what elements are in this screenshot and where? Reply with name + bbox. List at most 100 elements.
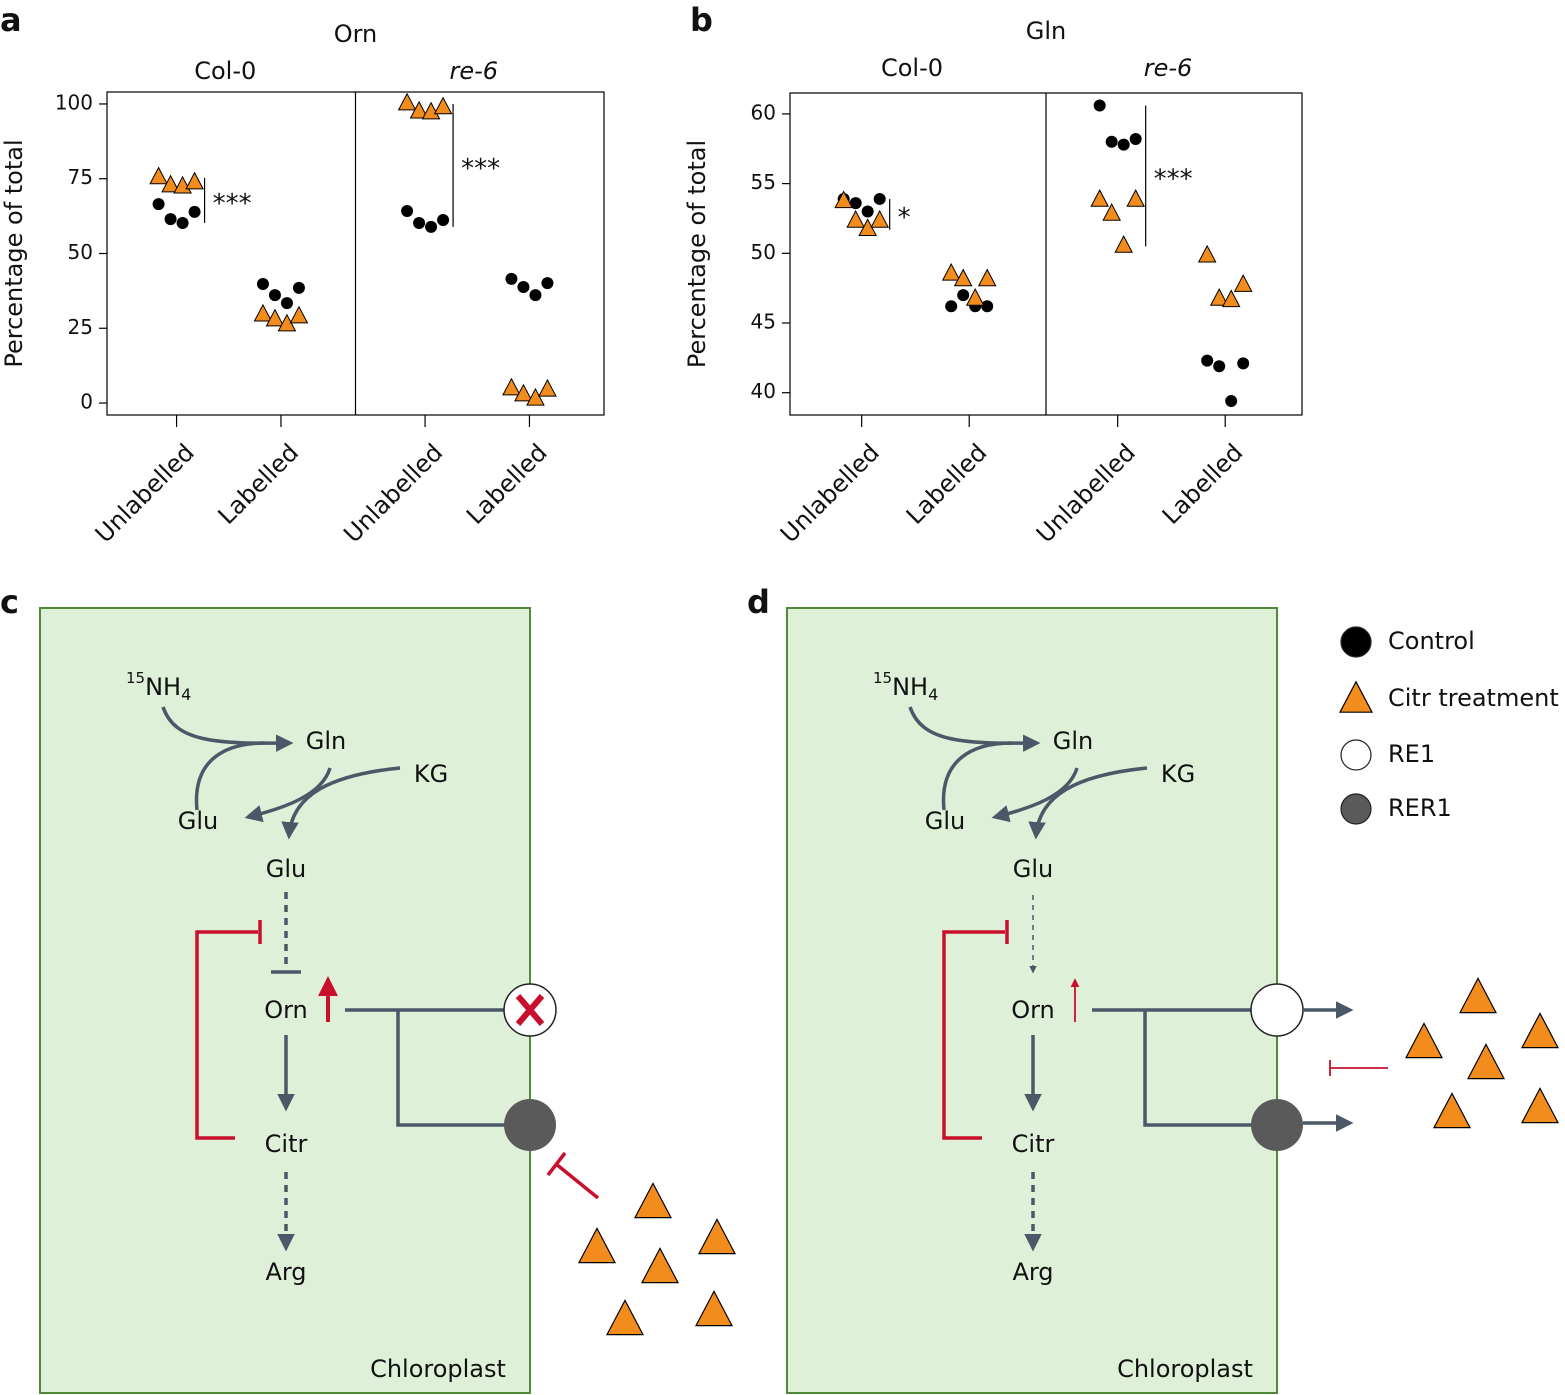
data-point — [981, 300, 994, 313]
citrulline-icon — [1459, 977, 1497, 1014]
data-point — [870, 209, 890, 228]
y-axis-label: Percentage of total — [0, 139, 28, 367]
y-axis-label: Percentage of total — [683, 140, 711, 368]
metabolite: Glu — [178, 807, 218, 835]
citrulline-icon — [1433, 1092, 1471, 1129]
data-point — [409, 100, 429, 119]
facet-label: Col-0 — [881, 54, 943, 82]
isotope: 15 — [126, 669, 145, 687]
y-tick-label: 45 — [751, 310, 776, 334]
reaction-arrow — [244, 767, 332, 823]
citrulline-icon — [1521, 1012, 1559, 1049]
feedback-bracket — [942, 930, 1005, 1140]
data-point — [164, 213, 177, 226]
data-point — [149, 166, 168, 185]
data-point — [846, 209, 866, 228]
metabolite: Glu — [1013, 855, 1053, 883]
facet-label: Col-0 — [194, 57, 256, 85]
subscript: 4 — [928, 685, 938, 704]
data-point — [965, 288, 985, 306]
data-point — [526, 387, 545, 406]
data-point — [1102, 202, 1122, 221]
data-point — [1129, 133, 1142, 145]
metabolite: Arg — [265, 1258, 306, 1286]
transport-line — [345, 1008, 505, 1127]
data-point — [437, 214, 450, 227]
metabolite: Glu — [925, 807, 965, 835]
data-point — [253, 303, 273, 322]
x-tick-label: Unlabelled — [775, 438, 885, 548]
data-point — [425, 220, 438, 233]
data-point — [289, 305, 309, 324]
reaction-arrow — [194, 741, 266, 811]
legend-label: Control — [1388, 627, 1475, 655]
significance-label: *** — [213, 189, 252, 219]
data-point — [941, 262, 961, 281]
data-point — [1114, 235, 1134, 253]
y-tick-label: 60 — [751, 100, 776, 124]
reaction-arrow — [1028, 766, 1148, 840]
y-tick-label: 40 — [751, 379, 776, 403]
data-point — [185, 171, 204, 190]
data-point — [945, 300, 958, 313]
data-point — [268, 289, 281, 302]
y-tick-label: 50 — [68, 240, 93, 264]
legend-marker — [1339, 680, 1373, 713]
panel-label: b — [690, 1, 713, 39]
legend-label: Citr treatment — [1388, 684, 1559, 712]
data-point — [514, 383, 533, 402]
data-point — [292, 281, 305, 294]
data-point — [1233, 274, 1253, 292]
x-tick-label: Labelled — [1157, 438, 1249, 530]
reaction-arrow — [941, 741, 1013, 811]
data-point — [1213, 360, 1226, 373]
data-point — [541, 277, 554, 290]
inhibition-line — [554, 1162, 600, 1200]
data-point — [957, 289, 970, 302]
citrulline-icon — [1521, 1087, 1559, 1124]
citrulline-icon — [606, 1299, 644, 1336]
citrulline-icon — [1467, 1043, 1505, 1080]
metabolite: Gln — [1053, 727, 1093, 755]
data-point — [188, 205, 201, 218]
metabolite: KG — [414, 760, 448, 788]
data-point — [161, 174, 180, 193]
reaction-arrow — [281, 766, 401, 840]
data-point — [280, 297, 293, 310]
x-tick-label: Unlabelled — [1031, 438, 1141, 548]
data-point — [1209, 288, 1229, 306]
legend-marker — [1340, 626, 1372, 658]
data-point — [176, 216, 189, 229]
data-point — [256, 278, 269, 291]
data-point — [413, 216, 426, 229]
data-point — [1090, 189, 1110, 207]
significance-label: *** — [1154, 164, 1193, 194]
legend-marker — [1340, 793, 1372, 825]
data-point — [1093, 99, 1106, 112]
data-point — [505, 272, 518, 285]
data-point — [1105, 135, 1118, 148]
significance-label: * — [898, 203, 911, 233]
inhibition-bar — [546, 1151, 567, 1177]
reaction-arrow — [991, 767, 1079, 823]
citrulline-icon — [695, 1290, 733, 1327]
y-tick-label: 25 — [68, 315, 93, 339]
chart-title: Orn — [334, 20, 378, 48]
metabolite: Orn — [1011, 996, 1055, 1024]
formula: NH — [892, 673, 928, 701]
ammonium-label: 15NH4 — [873, 669, 938, 704]
x-tick-label: Labelled — [461, 438, 553, 530]
data-point — [1201, 354, 1214, 367]
data-point — [265, 308, 285, 327]
ammonium-label: 15NH4 — [126, 669, 191, 704]
data-point — [1221, 289, 1241, 308]
data-point — [433, 96, 453, 115]
data-point — [397, 92, 417, 111]
facet-label: re-6 — [449, 57, 498, 85]
panel-label: c — [0, 583, 19, 621]
data-point — [421, 101, 441, 120]
y-tick-label: 75 — [68, 165, 93, 189]
subscript: 4 — [181, 685, 191, 704]
x-tick-label: Unlabelled — [338, 438, 448, 548]
